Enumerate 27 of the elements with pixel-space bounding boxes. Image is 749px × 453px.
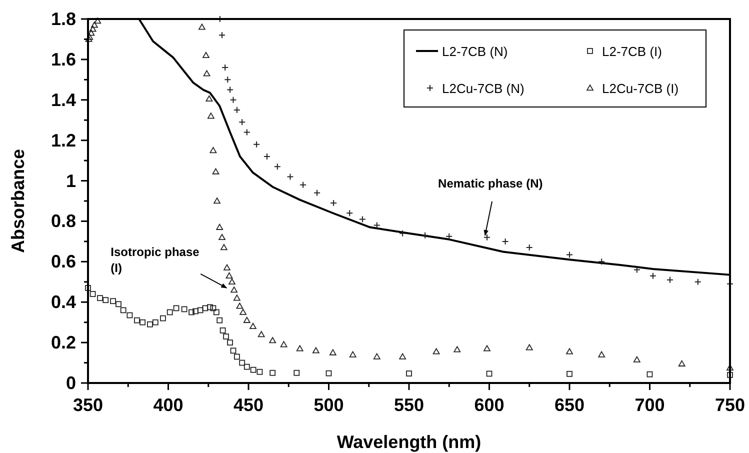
y-tick-label: 1.6 [50, 49, 76, 70]
x-tick-label: 600 [474, 395, 504, 415]
y-tick-label: 0.6 [50, 252, 76, 272]
x-tick-label: 400 [153, 395, 184, 415]
x-tick-label: 450 [233, 395, 264, 415]
x-tick-label: 750 [714, 395, 746, 415]
y-tick-label: 1.4 [50, 90, 76, 110]
y-tick-label: 0.8 [50, 211, 76, 232]
annotation: Nematic phase (N) [438, 176, 543, 190]
y-tick-label: 1 [66, 170, 76, 191]
x-tick-label: 350 [72, 395, 104, 415]
annotation: Isotropic phase (I) [110, 244, 200, 275]
legend-label: L2Cu-7CB (N) [442, 81, 524, 96]
x-axis-title: Wavelength (nm) [336, 432, 482, 452]
x-tick-label: 700 [634, 395, 665, 415]
y-tick-label: 0.4 [50, 292, 76, 312]
legend-label: L2-7CB (N) [442, 44, 508, 59]
legend-label: L2Cu-7CB (I) [602, 81, 679, 96]
y-tick-label: 0.2 [50, 332, 76, 353]
y-tick-label: 1.8 [50, 9, 76, 29]
y-axis-title: Absorbance [8, 148, 28, 254]
x-tick-label: 500 [314, 395, 344, 415]
x-tick-label: 550 [394, 395, 424, 415]
y-tick-label: 1.2 [50, 130, 76, 150]
x-tick-label: 650 [554, 395, 585, 415]
y-tick-label: 0 [66, 373, 76, 393]
legend-label: L2-7CB (I) [602, 44, 662, 59]
